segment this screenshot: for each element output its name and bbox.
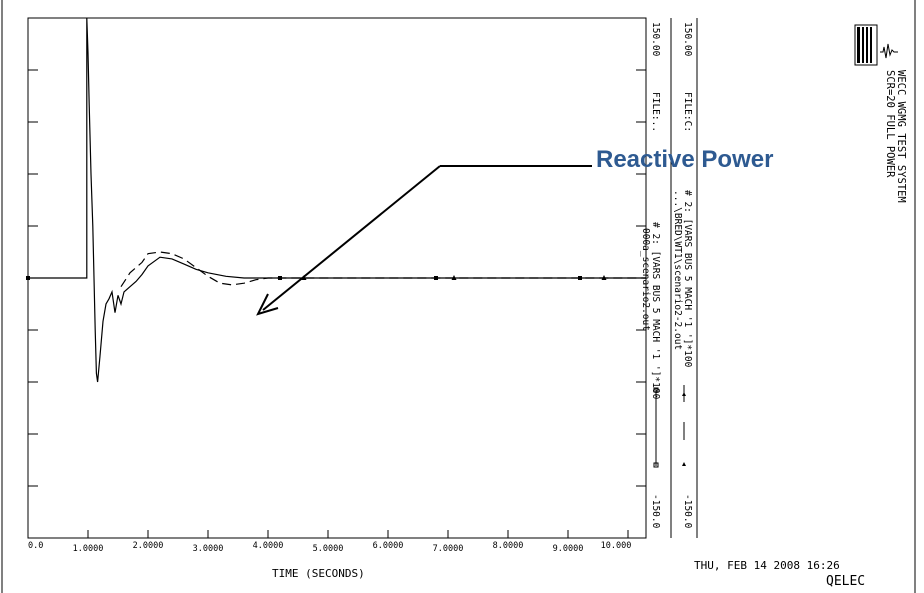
legend-sample-series-2 bbox=[682, 385, 686, 466]
reactive-power-annotation: Reactive Power bbox=[596, 146, 774, 173]
annotation-arrow bbox=[256, 165, 592, 316]
x-tick-label-2: 2.0000 bbox=[133, 541, 164, 551]
y-min-label-2: -150.0 bbox=[682, 494, 693, 529]
x-tick-label-8: 8.0000 bbox=[493, 541, 524, 551]
timestamp: THU, FEB 14 2008 16:26 bbox=[694, 559, 840, 572]
series-1-file-label: FILE:.. bbox=[650, 92, 661, 133]
series-2-marker-1 bbox=[451, 275, 457, 280]
series-2-line bbox=[120, 251, 646, 288]
series-1-marker-0 bbox=[26, 276, 30, 280]
x-tick-label-1: 1.0000 bbox=[73, 544, 104, 554]
series-2-name: # 2: [VARS BUS 5 MACH '1 ']*100 bbox=[682, 190, 693, 368]
chart-title-line-2: SCR=20 FULL POWER bbox=[884, 70, 896, 178]
series-1-file: 000a_scenario2.out bbox=[640, 228, 651, 331]
series-1-marker-1 bbox=[278, 276, 282, 280]
x-tick-label-7: 7.0000 bbox=[433, 544, 464, 554]
legend-sample-series-1 bbox=[653, 387, 659, 468]
x-axis-label: TIME (SECONDS) bbox=[272, 567, 365, 580]
series-1-marker-2 bbox=[434, 276, 438, 280]
x-tick-label-10: 10.000 bbox=[601, 541, 632, 551]
x-tick-labels: 0.0 1.0000 2.0000 3.0000 4.0000 5.0000 6.0000 7… bbox=[28, 541, 631, 554]
series-1-name: # 2: [VARS BUS 5 MACH '1 ']*100 bbox=[650, 222, 661, 400]
chart-title-line-1: WECC WGMG TEST SYSTEM bbox=[895, 70, 907, 203]
x-tick-label-4: 4.0000 bbox=[253, 541, 284, 551]
series-1-marker-3 bbox=[578, 276, 582, 280]
series-2-marker-2 bbox=[601, 275, 607, 280]
series-1-line bbox=[28, 17, 646, 383]
y-max-label-1: 150.00 bbox=[650, 22, 661, 57]
series-layer bbox=[26, 17, 646, 383]
footer-label: QELEC bbox=[826, 574, 866, 589]
y-max-label-2: 150.00 bbox=[682, 22, 693, 57]
x-tick-label-3: 3.0000 bbox=[193, 544, 224, 554]
brand-logo bbox=[854, 24, 898, 66]
x-tick-label-5: 5.0000 bbox=[313, 544, 344, 554]
x-tick-label-0: 0.0 bbox=[28, 541, 43, 551]
series-2-file: ...\BRED\WT1\scenario2-2.out bbox=[672, 190, 683, 351]
y-min-label-1: -150.0 bbox=[650, 494, 661, 529]
x-tick-label-9: 9.0000 bbox=[553, 544, 584, 554]
x-tick-label-6: 6.0000 bbox=[373, 541, 404, 551]
series-2-file-label: FILE:C: bbox=[682, 92, 693, 133]
